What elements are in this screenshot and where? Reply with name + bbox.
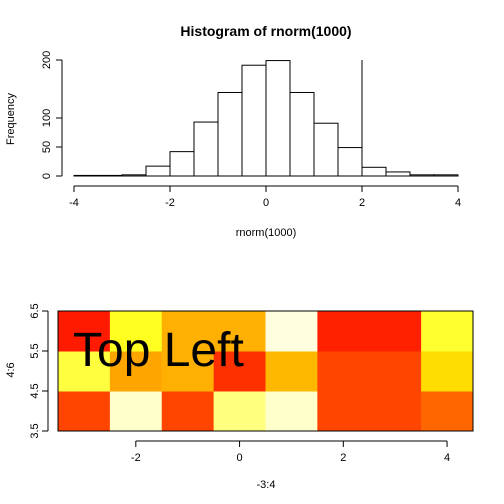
heatmap-cell bbox=[109, 391, 163, 432]
heatmap-cell bbox=[421, 391, 474, 432]
histogram-bar bbox=[169, 151, 195, 177]
histogram-y-label: Frequency bbox=[5, 93, 17, 145]
histogram-x-tick-label: 0 bbox=[263, 197, 269, 209]
histogram-x-axis: -4 -2 0 2 4 bbox=[69, 185, 461, 209]
heatmap-cell bbox=[317, 311, 370, 352]
heatmap-x-tick-label: 4 bbox=[444, 452, 450, 464]
histogram-y-tick-label: 50 bbox=[41, 141, 53, 153]
heatmap-cell bbox=[161, 351, 215, 392]
histogram-x-tick-label: 2 bbox=[359, 197, 365, 209]
heatmap-plot-border bbox=[57, 310, 474, 432]
histogram-bar bbox=[361, 166, 387, 177]
heatmap-panel: Top Left -2 0 2 4 3.5 4.5 5.5 6.5 -3:4 4:6 bbox=[5, 303, 474, 491]
heatmap-y-label: 4:6 bbox=[5, 362, 17, 377]
histogram-x-tick-label: 4 bbox=[455, 197, 461, 209]
heatmap-cell bbox=[265, 391, 318, 432]
heatmap-x-label: -3:4 bbox=[257, 479, 276, 491]
heatmap-cell bbox=[265, 311, 318, 352]
histogram-y-tick-label: 0 bbox=[41, 173, 53, 179]
heatmap-y-tick-label: 4.5 bbox=[29, 383, 41, 398]
heatmap-cell bbox=[109, 351, 163, 392]
histogram-bar bbox=[73, 174, 99, 177]
histogram-bar bbox=[313, 122, 339, 177]
histogram-bar bbox=[145, 165, 171, 177]
heatmap-cell bbox=[265, 351, 318, 392]
heatmap-cell bbox=[369, 351, 422, 392]
histogram-x-tick-label: -2 bbox=[165, 197, 175, 209]
heatmap-cell bbox=[161, 391, 215, 432]
histogram-panel: Histogram of rnorm(1000) -4 -2 0 2 4 0 50 100 2… bbox=[5, 23, 461, 239]
heatmap-x-axis: -2 0 2 4 bbox=[131, 440, 450, 464]
histogram-bar bbox=[121, 174, 147, 177]
heatmap-cell bbox=[58, 351, 111, 392]
histogram-bar bbox=[385, 171, 411, 177]
heatmap-cell bbox=[58, 311, 111, 352]
heatmap-x-tick-label: 2 bbox=[340, 452, 346, 464]
histogram-bar bbox=[337, 147, 363, 177]
heatmap-cell bbox=[109, 311, 163, 352]
histogram-title: Histogram of rnorm(1000) bbox=[180, 23, 351, 39]
histogram-bar bbox=[265, 60, 291, 177]
histogram-bars bbox=[73, 60, 459, 177]
heatmap-cell bbox=[161, 311, 215, 352]
heatmap-cell bbox=[58, 391, 111, 432]
histogram-bar bbox=[217, 91, 243, 177]
histogram-bar bbox=[433, 174, 459, 177]
histogram-bar bbox=[97, 174, 123, 177]
histogram-x-label: rnorm(1000) bbox=[236, 227, 297, 239]
heatmap-y-tick-label: 6.5 bbox=[29, 303, 41, 318]
histogram-bar bbox=[409, 174, 435, 177]
heatmap-cell bbox=[421, 351, 474, 392]
histogram-y-axis: 0 50 100 200 bbox=[41, 51, 63, 179]
histogram-y-tick-label: 200 bbox=[41, 51, 53, 69]
heatmap-cell bbox=[213, 311, 266, 352]
heatmap-x-tick-label: -2 bbox=[131, 452, 141, 464]
heatmap-y-tick-label: 5.5 bbox=[29, 343, 41, 358]
heatmap-cell bbox=[317, 391, 370, 432]
heatmap-cell bbox=[213, 351, 266, 392]
heatmap-cells bbox=[57, 310, 474, 432]
heatmap-y-axis: 3.5 4.5 5.5 6.5 bbox=[29, 303, 49, 439]
heatmap-cell bbox=[421, 311, 474, 352]
histogram-bar bbox=[289, 91, 315, 177]
heatmap-annotation: Top Left bbox=[73, 324, 244, 377]
heatmap-x-tick-label: 0 bbox=[237, 452, 243, 464]
histogram-bar bbox=[193, 121, 219, 177]
heatmap-cell bbox=[369, 311, 422, 352]
heatmap-cell bbox=[317, 351, 370, 392]
heatmap-cell bbox=[369, 391, 422, 432]
heatmap-cell bbox=[213, 391, 266, 432]
histogram-x-tick-label: -4 bbox=[69, 197, 79, 209]
histogram-y-tick-label: 100 bbox=[41, 109, 53, 127]
histogram-bar bbox=[241, 64, 267, 177]
heatmap-y-tick-label: 3.5 bbox=[29, 423, 41, 438]
